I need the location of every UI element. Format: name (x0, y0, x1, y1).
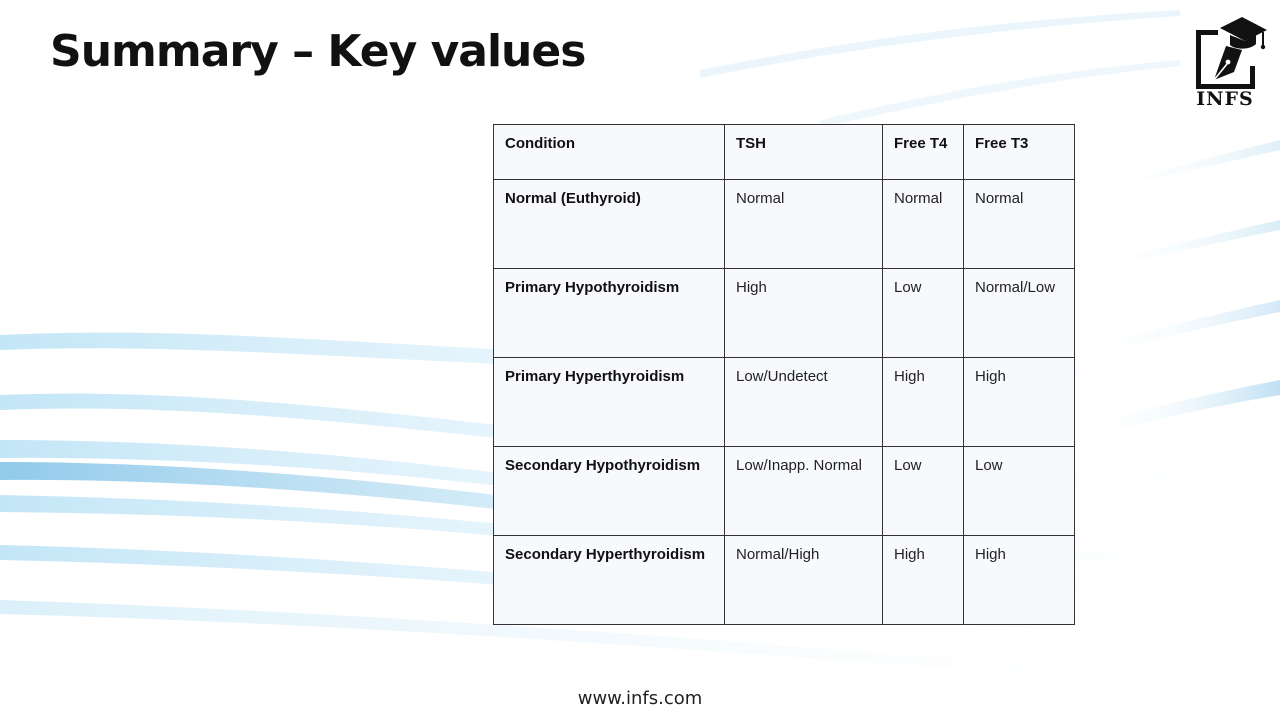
cell-tsh: Low/Undetect (724, 357, 883, 447)
slide-title: Summary – Key values (50, 26, 586, 77)
cell-condition: Secondary Hypothyroidism (493, 446, 725, 536)
footer-website-url: www.infs.com (577, 688, 703, 709)
cell-tsh: Low/Inapp. Normal (724, 446, 883, 536)
cell-free-t4: High (882, 535, 964, 625)
table-row: Secondary Hyperthyroidism Normal/High Hi… (493, 535, 1075, 625)
header-free-t3: Free T3 (963, 124, 1075, 180)
cell-tsh: Normal/High (724, 535, 883, 625)
cell-free-t3: Low (963, 446, 1075, 536)
cell-free-t4: High (882, 357, 964, 447)
cell-tsh: High (724, 268, 883, 358)
graduation-cap-pen-icon (1196, 17, 1267, 89)
cell-free-t4: Low (882, 268, 964, 358)
cell-free-t3: Normal (963, 179, 1075, 269)
key-values-table: Condition TSH Free T4 Free T3 Normal (Eu… (493, 124, 1075, 625)
header-condition: Condition (493, 124, 725, 180)
header-tsh: TSH (724, 124, 883, 180)
cell-condition: Primary Hyperthyroidism (493, 357, 725, 447)
cell-free-t4: Low (882, 446, 964, 536)
cell-free-t3: Normal/Low (963, 268, 1075, 358)
table-row: Secondary Hypothyroidism Low/Inapp. Norm… (493, 446, 1075, 536)
header-free-t4: Free T4 (882, 124, 964, 180)
cell-condition: Primary Hypothyroidism (493, 268, 725, 358)
logo-text: INFS (1196, 88, 1254, 110)
cell-condition: Normal (Euthyroid) (493, 179, 725, 269)
table-header-row: Condition TSH Free T4 Free T3 (493, 124, 1075, 180)
cell-free-t3: High (963, 357, 1075, 447)
cell-free-t3: High (963, 535, 1075, 625)
table-row: Normal (Euthyroid) Normal Normal Normal (493, 179, 1075, 269)
table-row: Primary Hypothyroidism High Low Normal/L… (493, 268, 1075, 358)
table-row: Primary Hyperthyroidism Low/Undetect Hig… (493, 357, 1075, 447)
cell-condition: Secondary Hyperthyroidism (493, 535, 725, 625)
cell-tsh: Normal (724, 179, 883, 269)
cell-free-t4: Normal (882, 179, 964, 269)
